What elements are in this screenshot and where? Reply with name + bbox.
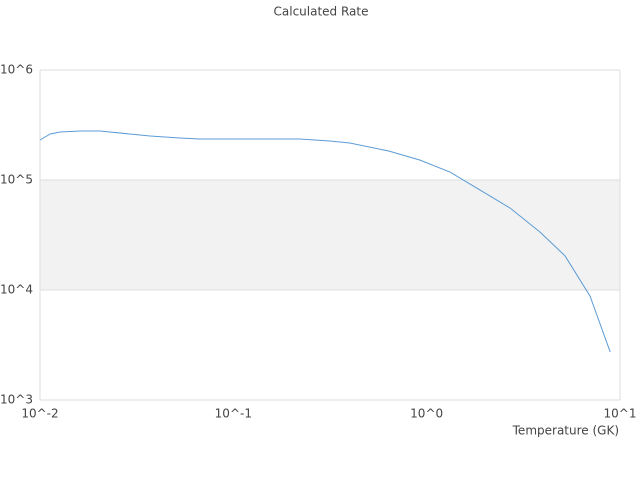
x-tick-label: 10^1 <box>604 407 637 421</box>
x-tick-label: 10^-1 <box>215 407 252 421</box>
x-tick-label: 10^0 <box>410 407 443 421</box>
grid-band <box>40 180 620 290</box>
y-tick-label: 10^6 <box>0 63 33 77</box>
y-tick-label: 10^3 <box>0 393 33 407</box>
data-line <box>39 130 611 353</box>
x-tick-label: 10^-2 <box>21 407 58 421</box>
y-tick-label: 10^5 <box>0 173 33 187</box>
x-axis-label: Temperature (GK) <box>512 424 619 438</box>
y-tick-label: 10^4 <box>0 283 33 297</box>
chart-title: Calculated Rate <box>274 5 369 19</box>
